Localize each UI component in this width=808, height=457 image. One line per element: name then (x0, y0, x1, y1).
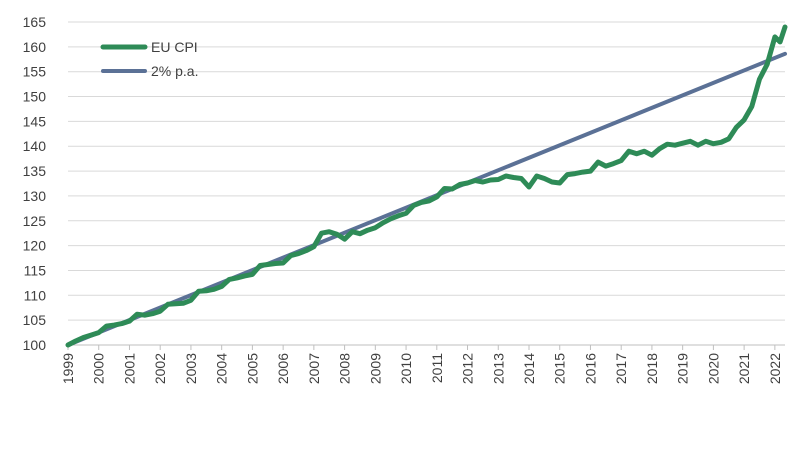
y-tick-label: 125 (23, 213, 47, 229)
x-tick-label: 2016 (582, 353, 598, 384)
x-tick-label: 2005 (244, 353, 260, 384)
x-tick-label: 2008 (337, 353, 353, 384)
y-tick-label: 155 (23, 64, 47, 80)
x-tick-label: 2003 (183, 353, 199, 384)
series-line-eu-cpi (65, 24, 788, 348)
x-tick-label: 2015 (552, 353, 568, 384)
x-tick-label: 2013 (490, 353, 506, 384)
y-tick-label: 120 (23, 238, 47, 254)
y-tick-label: 110 (24, 287, 47, 303)
y-tick-label: 130 (23, 188, 47, 204)
y-tick-label: 150 (23, 89, 47, 105)
gridlines (68, 21, 785, 346)
y-tick-label: 165 (23, 14, 47, 30)
x-tick-label: 2001 (121, 353, 137, 384)
x-tick-label: 2019 (675, 353, 691, 384)
x-tick-label: 2000 (91, 353, 107, 384)
series-lines (65, 24, 788, 348)
x-tick-label: 2002 (152, 353, 168, 384)
legend: EU CPI 2% p.a. (100, 39, 198, 79)
x-tick-label: 2010 (398, 353, 414, 384)
x-tick-label: 2020 (705, 353, 721, 384)
x-tick-label: 2004 (214, 353, 230, 384)
legend-label: EU CPI (151, 39, 198, 55)
x-axis: 1999 2000 2001 2002 2003 2004 2005 2006 2007 2008… (60, 344, 785, 384)
y-tick-label: 145 (23, 113, 47, 129)
y-tick-label: 115 (24, 262, 47, 278)
x-tick-label: 2011 (429, 353, 445, 383)
y-tick-label: 105 (23, 312, 47, 328)
x-tick-label: 2012 (460, 353, 476, 384)
y-axis: 100 105 110 115 120 125 130 135 140 145 150 155 160 1… (23, 14, 47, 353)
x-tick-label: 1999 (60, 353, 76, 384)
x-tick-label: 2006 (275, 353, 291, 384)
x-tick-label: 2018 (644, 353, 660, 384)
x-tick-label: 2009 (367, 353, 383, 384)
y-tick-label: 160 (23, 39, 47, 55)
x-tick-label: 2014 (521, 353, 537, 384)
legend-label: 2% p.a. (151, 63, 198, 79)
x-tick-label: 2017 (613, 353, 629, 384)
y-tick-label: 100 (23, 337, 47, 353)
x-tick-label: 2021 (736, 353, 752, 384)
x-tick-label: 2007 (306, 353, 322, 384)
x-tick-label: 2022 (767, 353, 783, 384)
y-tick-label: 135 (23, 163, 47, 179)
y-tick-label: 140 (23, 138, 47, 154)
